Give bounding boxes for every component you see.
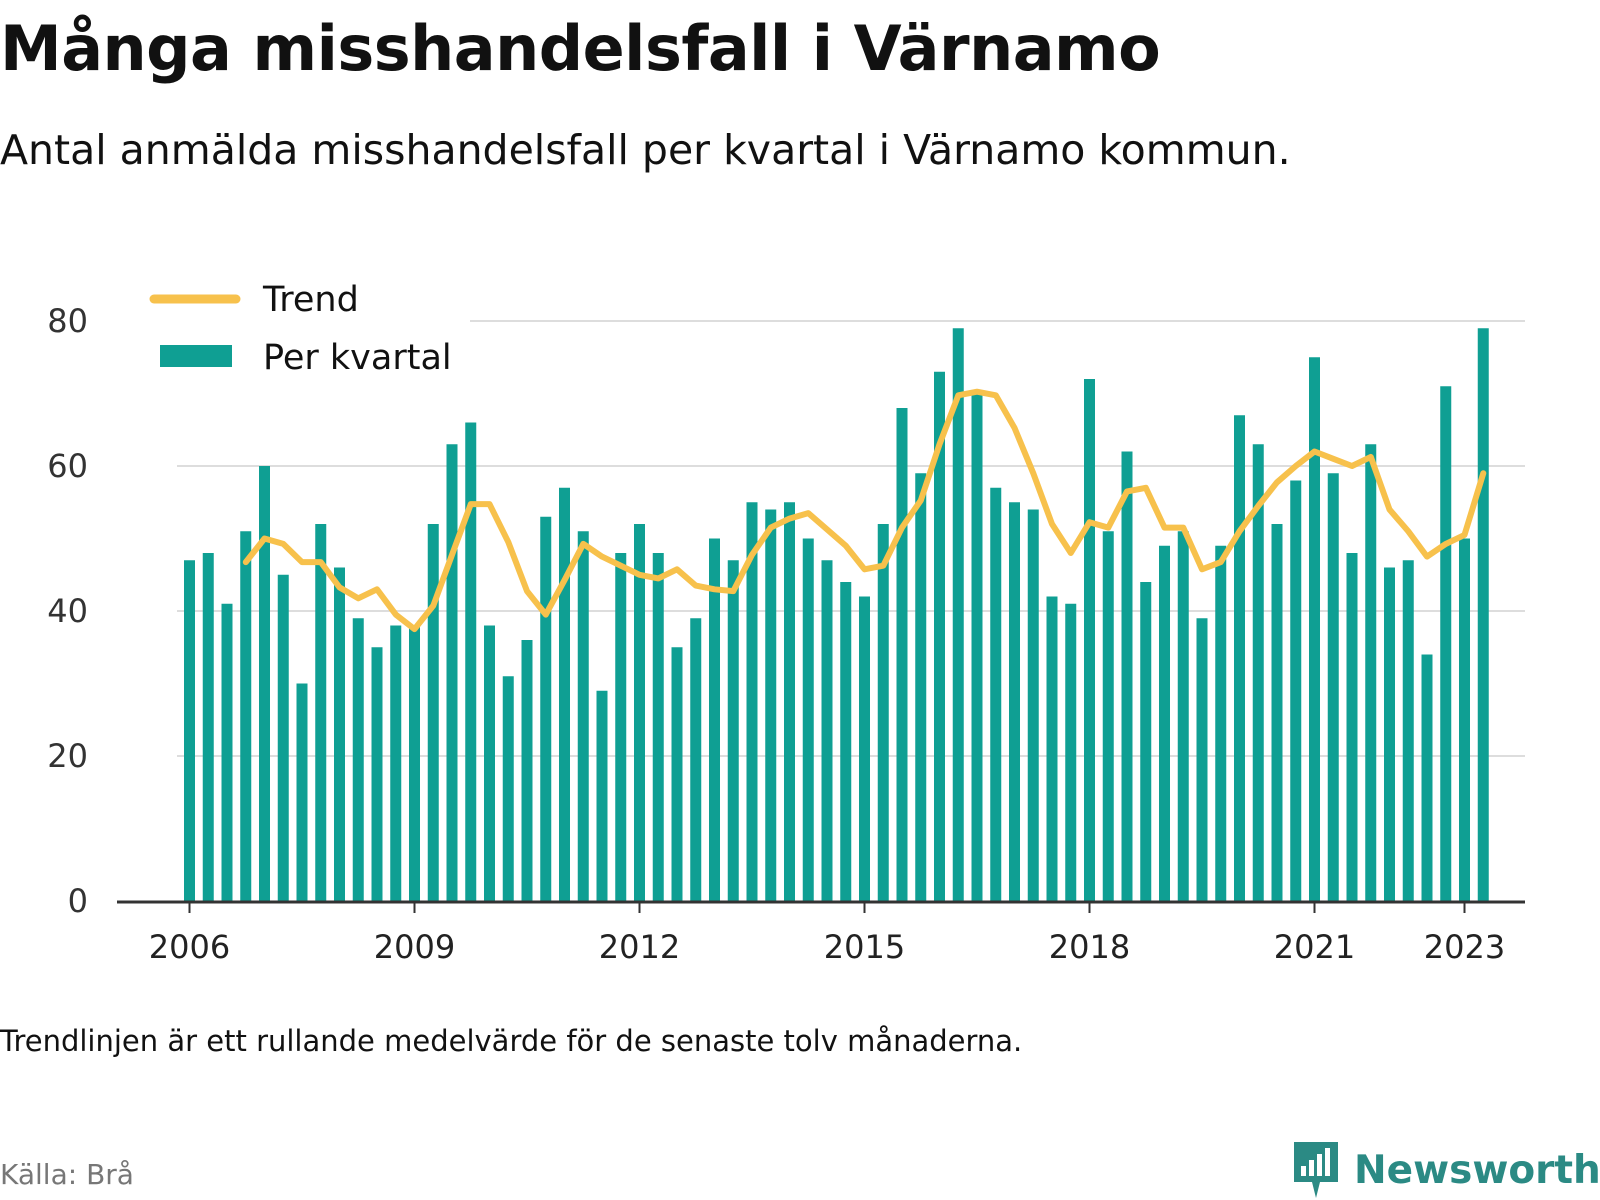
bar-2020-Q4 — [1290, 480, 1302, 901]
y-tick-label-80: 80 — [47, 302, 88, 340]
bar-2018-Q2 — [1102, 531, 1114, 901]
bar-2017-Q1 — [1009, 502, 1020, 901]
bar-2015-Q3 — [896, 408, 908, 901]
bar-2013-Q1 — [709, 538, 720, 901]
bar-2013-Q4 — [765, 509, 777, 901]
bar-2022-Q2 — [1402, 560, 1414, 901]
bar-2010-Q4 — [540, 516, 552, 901]
bar-2017-Q3 — [1046, 596, 1058, 901]
y-tick-label-40: 40 — [47, 592, 88, 630]
bar-2019-Q2 — [1177, 531, 1189, 901]
bar-2017-Q2 — [1027, 509, 1039, 901]
bar-2018-Q4 — [1140, 582, 1152, 901]
bar-2016-Q1 — [934, 371, 945, 901]
bar-2013-Q2 — [727, 560, 739, 901]
bar-2020-Q3 — [1271, 524, 1283, 901]
bar-2012-Q3 — [671, 647, 683, 901]
bar-2014-Q4 — [840, 582, 852, 901]
x-axis-ticks: 2006 2009 2012 2015 2018 2021 2023 — [149, 902, 1505, 966]
bar-2020-Q2 — [1252, 444, 1264, 901]
bar-2023-Q2 — [1477, 328, 1489, 901]
legend-bar-swatch — [160, 345, 232, 367]
y-tick-label-0: 0 — [68, 882, 88, 920]
bar-2009-Q2 — [427, 524, 439, 901]
chart-subtitle: Antal anmälda misshandelsfall per kvarta… — [0, 126, 1291, 174]
bar-2010-Q1 — [484, 625, 495, 901]
x-tick-label-2021: 2021 — [1274, 928, 1355, 966]
bar-2022-Q3 — [1421, 654, 1433, 901]
bar-2008-Q4 — [390, 625, 402, 901]
bar-2016-Q2 — [952, 328, 964, 901]
bar-2012-Q2 — [652, 553, 664, 901]
x-tick-label-2018: 2018 — [1049, 928, 1130, 966]
bar-2011-Q1 — [559, 487, 570, 901]
bar-2008-Q3 — [371, 647, 383, 901]
legend-bar-label: Per kvartal — [263, 338, 452, 378]
bars — [184, 328, 1489, 901]
bar-2016-Q4 — [990, 487, 1002, 901]
bar-2011-Q3 — [596, 690, 608, 901]
bar-2019-Q3 — [1196, 618, 1208, 901]
legend-trend-label: Trend — [262, 280, 359, 320]
bar-2020-Q1 — [1234, 415, 1245, 901]
newsworthy-logo-icon — [1294, 1142, 1338, 1198]
bar-2015-Q4 — [915, 473, 927, 901]
bar-2015-Q1 — [859, 596, 870, 901]
bar-2010-Q2 — [502, 676, 514, 901]
bar-2009-Q3 — [446, 444, 458, 901]
bar-2013-Q3 — [746, 502, 758, 901]
bar-2019-Q1 — [1159, 545, 1170, 901]
brand-name: Newsworthy — [1354, 1147, 1600, 1193]
bar-2006-Q1 — [184, 560, 195, 901]
bar-2018-Q1 — [1084, 379, 1095, 901]
bar-2012-Q1 — [634, 524, 645, 901]
bar-2015-Q2 — [877, 524, 889, 901]
bar-2014-Q1 — [784, 502, 795, 901]
bar-2009-Q4 — [465, 422, 477, 901]
legend: Trend Per kvartal — [142, 272, 470, 384]
bar-2016-Q3 — [971, 393, 983, 901]
bar-2014-Q3 — [821, 560, 833, 901]
bar-2008-Q1 — [334, 567, 345, 901]
y-axis-ticks: 0 20 40 60 80 — [47, 302, 88, 920]
source-text: Källa: Brå — [0, 1158, 134, 1191]
bar-2006-Q4 — [240, 531, 252, 901]
x-tick-label-2012: 2012 — [599, 928, 680, 966]
bar-2021-Q3 — [1346, 553, 1358, 901]
trend-line — [242, 388, 1487, 633]
bar-2019-Q4 — [1215, 545, 1227, 901]
bar-2011-Q2 — [577, 531, 589, 901]
bar-2021-Q1 — [1309, 357, 1320, 901]
bar-2006-Q3 — [221, 603, 233, 901]
bar-2022-Q1 — [1384, 567, 1395, 901]
chart-title: Många misshandelsfall i Värnamo — [0, 12, 1161, 85]
y-tick-label-60: 60 — [47, 447, 88, 485]
bar-2009-Q1 — [409, 625, 420, 901]
bar-line-chart: 0 20 40 60 80 2006 2009 2012 2015 2018 2021 2023 T… — [47, 272, 1525, 966]
bar-2017-Q4 — [1065, 603, 1077, 901]
bar-2007-Q2 — [277, 574, 289, 901]
bar-2018-Q3 — [1121, 451, 1133, 901]
bar-2012-Q4 — [690, 618, 702, 901]
trend-line-layer — [242, 388, 1487, 633]
bar-2014-Q2 — [802, 538, 814, 901]
brand-logo: Newsworthy — [1290, 1140, 1600, 1200]
bar-2007-Q1 — [259, 466, 270, 901]
bar-2007-Q3 — [296, 683, 308, 901]
x-tick-label-2015: 2015 — [824, 928, 905, 966]
bar-2021-Q2 — [1327, 473, 1339, 901]
bar-2007-Q4 — [315, 524, 327, 901]
x-tick-label-2006: 2006 — [149, 928, 230, 966]
bar-2006-Q2 — [202, 553, 214, 901]
bar-2011-Q4 — [615, 553, 627, 901]
bar-2021-Q4 — [1365, 444, 1377, 901]
footnote: Trendlinjen är ett rullande medelvärde f… — [0, 1024, 1023, 1058]
bar-2022-Q4 — [1440, 386, 1452, 901]
bar-2010-Q3 — [521, 640, 533, 901]
bar-2023-Q1 — [1459, 538, 1470, 901]
x-tick-label-2009: 2009 — [374, 928, 455, 966]
x-tick-label-2023: 2023 — [1424, 928, 1505, 966]
bar-2008-Q2 — [352, 618, 364, 901]
y-tick-label-20: 20 — [47, 737, 88, 775]
